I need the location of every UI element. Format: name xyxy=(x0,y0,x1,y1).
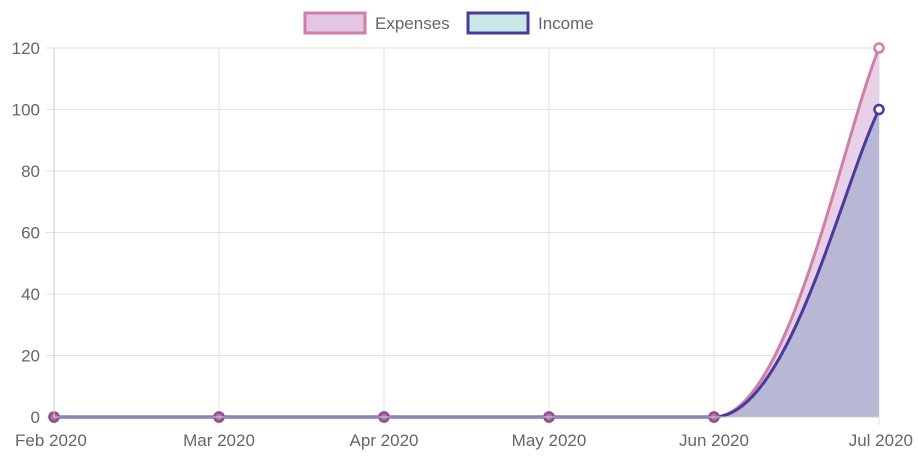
legend-label: Expenses xyxy=(375,14,450,33)
axes: 0 20 40 60 80 100 120 Feb 2020 Mar 2020 Apr 2020 M… xyxy=(12,39,913,450)
data-point-expenses[interactable] xyxy=(873,42,885,54)
grid xyxy=(46,47,880,425)
data-point-income[interactable] xyxy=(873,103,885,116)
series-line-income xyxy=(54,108,881,419)
legend-swatch xyxy=(303,11,367,35)
y-tick-label: 100 xyxy=(12,101,40,120)
x-tick-label: Jul 2020 xyxy=(849,431,913,450)
legend-item-income[interactable]: Income xyxy=(466,11,594,35)
y-tick-label: 20 xyxy=(21,347,40,366)
series-area-income xyxy=(54,109,879,417)
legend-swatch xyxy=(466,11,530,35)
legend-item-expenses[interactable]: Expenses xyxy=(303,11,450,35)
y-tick-label: 40 xyxy=(21,285,40,304)
legend[interactable]: Expenses Income xyxy=(303,11,594,35)
x-tick-label: May 2020 xyxy=(512,431,587,450)
x-tick-label: Jun 2020 xyxy=(679,431,749,450)
x-tick-label: Mar 2020 xyxy=(183,431,255,450)
series-areas xyxy=(54,48,879,417)
legend-label: Income xyxy=(538,14,594,33)
x-tick-label: Feb 2020 xyxy=(15,431,87,450)
y-tick-label: 60 xyxy=(21,224,40,243)
y-tick-label: 80 xyxy=(21,162,40,181)
x-tick-label: Apr 2020 xyxy=(350,431,419,450)
y-tick-label: 120 xyxy=(12,39,40,58)
y-tick-label: 0 xyxy=(31,408,40,427)
